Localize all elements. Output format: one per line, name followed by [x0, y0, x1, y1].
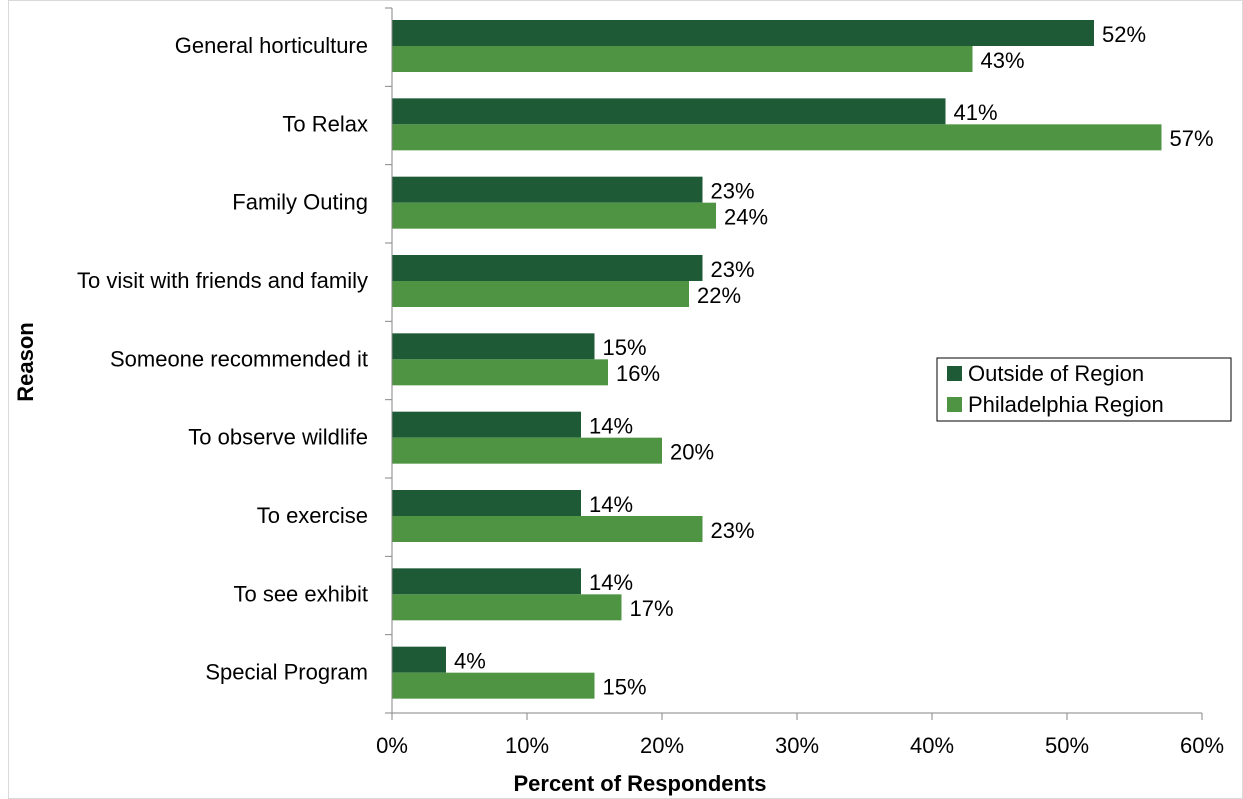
- y-axis-title: Reason: [13, 322, 38, 401]
- bar: [392, 176, 703, 203]
- data-label: 17%: [630, 596, 674, 621]
- y-tick-label: Special Program: [205, 660, 368, 685]
- data-label: 14%: [589, 570, 633, 595]
- legend-swatch: [947, 397, 962, 412]
- bar: [392, 46, 973, 72]
- x-tick-label: 40%: [910, 733, 954, 758]
- y-tick-label: To see exhibit: [233, 581, 368, 606]
- x-tick-label: 30%: [775, 733, 819, 758]
- bar: [392, 594, 622, 621]
- bar: [392, 516, 703, 542]
- bar: [392, 568, 581, 595]
- bar: [392, 411, 581, 438]
- data-label: 15%: [603, 674, 647, 699]
- y-tick-label: Family Outing: [232, 190, 368, 215]
- x-tick-label: 0%: [376, 733, 408, 758]
- y-tick-label: To visit with friends and family: [77, 268, 368, 293]
- bar: [392, 359, 608, 386]
- legend-box: [936, 357, 1232, 422]
- data-label: 15%: [603, 335, 647, 360]
- y-tick-label: To observe wildlife: [188, 425, 368, 450]
- data-label: 20%: [670, 439, 714, 464]
- data-label: 23%: [711, 257, 755, 282]
- data-label: 24%: [724, 204, 768, 229]
- y-tick-label: Someone recommended it: [110, 346, 368, 371]
- data-label: 23%: [711, 178, 755, 203]
- y-tick-label: General horticulture: [175, 33, 368, 58]
- x-tick-label: 50%: [1045, 733, 1089, 758]
- bar: [392, 98, 946, 125]
- x-axis-title: Percent of Respondents: [513, 771, 766, 796]
- data-label: 22%: [697, 283, 741, 308]
- data-label: 52%: [1102, 22, 1146, 47]
- bar: [392, 124, 1162, 151]
- bar: [392, 672, 595, 699]
- y-tick-label: To exercise: [257, 503, 368, 528]
- bar: [392, 490, 581, 516]
- data-label: 4%: [454, 648, 486, 673]
- bar: [392, 646, 446, 673]
- bar: [392, 255, 703, 281]
- data-label: 14%: [589, 492, 633, 517]
- bar: [392, 281, 689, 307]
- data-label: 41%: [954, 100, 998, 125]
- y-tick-label: To Relax: [282, 111, 368, 136]
- legend-swatch: [947, 366, 962, 381]
- x-tick-label: 20%: [640, 733, 684, 758]
- data-label: 23%: [711, 518, 755, 543]
- data-label: 16%: [616, 361, 660, 386]
- bar: [392, 202, 716, 229]
- data-label: 57%: [1170, 126, 1214, 151]
- legend-label: Outside of Region: [968, 361, 1144, 386]
- bar: [392, 333, 595, 360]
- data-label: 14%: [589, 413, 633, 438]
- x-tick-label: 60%: [1180, 733, 1224, 758]
- data-label: 43%: [981, 48, 1025, 73]
- x-tick-label: 10%: [505, 733, 549, 758]
- bar: [392, 20, 1094, 46]
- bar: [392, 437, 662, 464]
- legend-label: Philadelphia Region: [968, 392, 1164, 417]
